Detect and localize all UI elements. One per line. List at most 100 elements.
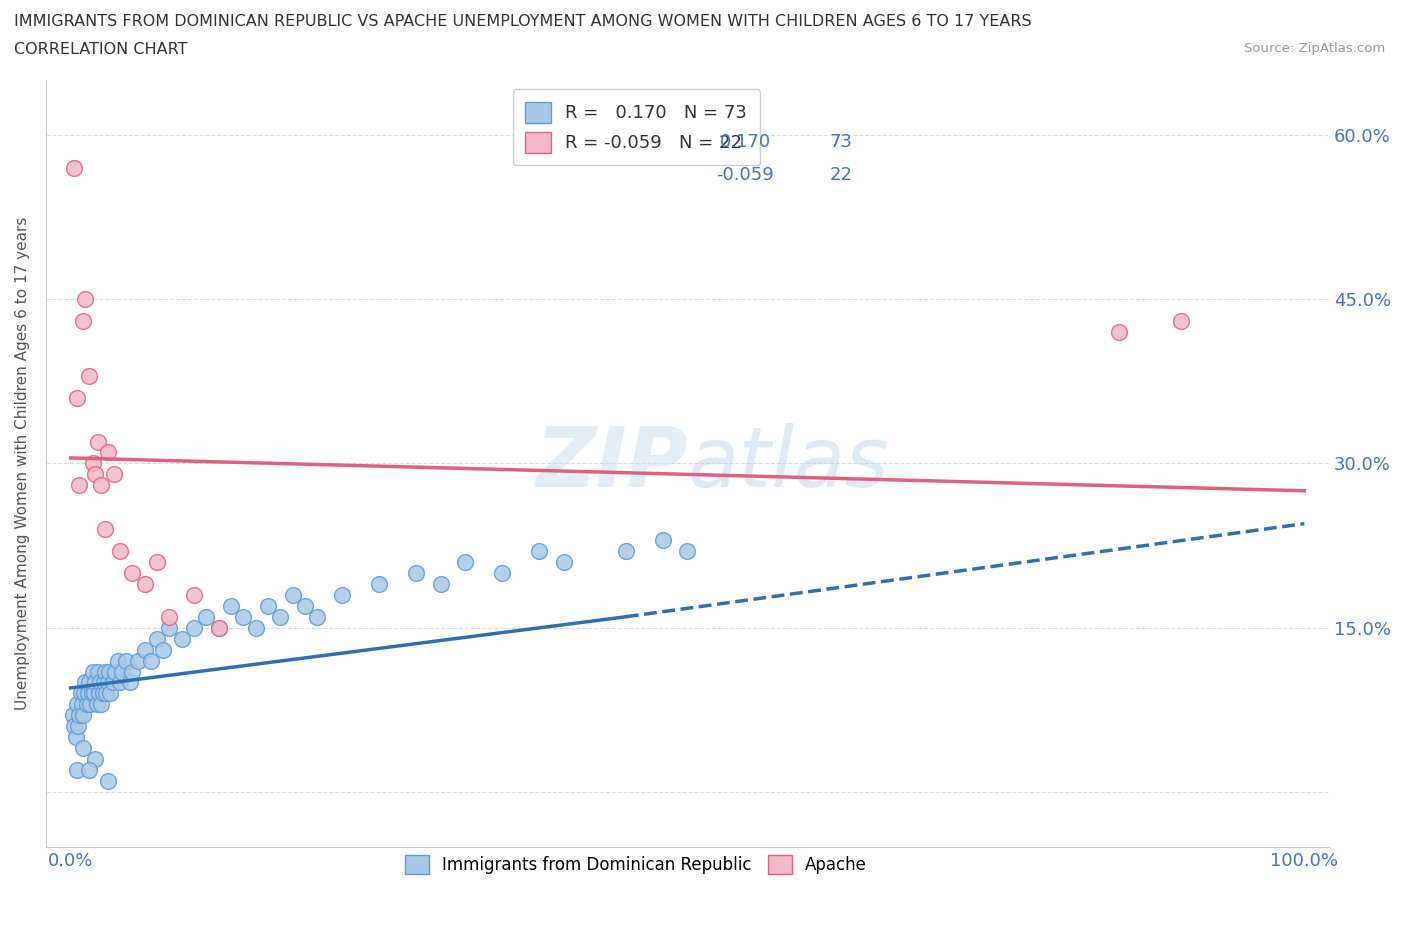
Text: IMMIGRANTS FROM DOMINICAN REPUBLIC VS APACHE UNEMPLOYMENT AMONG WOMEN WITH CHILD: IMMIGRANTS FROM DOMINICAN REPUBLIC VS AP…: [14, 14, 1032, 29]
Point: [195, 609, 218, 624]
Point: [330, 588, 353, 603]
Point: [87, 434, 110, 449]
Point: [98, 686, 121, 701]
Point: [94, 664, 117, 679]
Point: [307, 609, 329, 624]
Point: [77, 368, 100, 383]
Point: [72, 740, 94, 755]
Point: [84, 675, 107, 690]
Point: [529, 544, 551, 559]
Text: Source: ZipAtlas.com: Source: ZipAtlas.com: [1244, 42, 1385, 55]
Point: [614, 544, 637, 559]
Point: [104, 664, 127, 679]
Point: [101, 675, 124, 690]
Point: [73, 686, 96, 701]
Point: [79, 697, 101, 711]
Point: [66, 391, 89, 405]
Point: [70, 697, 93, 711]
Point: [96, 686, 118, 701]
Point: [62, 708, 84, 723]
Text: -0.059: -0.059: [716, 166, 775, 184]
Point: [134, 643, 156, 658]
Point: [77, 763, 100, 777]
Point: [72, 708, 94, 723]
Point: [429, 577, 451, 591]
Point: [108, 675, 131, 690]
Text: 22: 22: [830, 166, 852, 184]
Point: [208, 620, 231, 635]
Point: [107, 653, 129, 668]
Point: [294, 598, 316, 613]
Point: [87, 686, 110, 701]
Point: [115, 653, 138, 668]
Point: [66, 697, 89, 711]
Point: [84, 751, 107, 766]
Point: [219, 598, 242, 613]
Point: [368, 577, 391, 591]
Point: [90, 478, 112, 493]
Point: [183, 620, 205, 635]
Point: [245, 620, 267, 635]
Point: [157, 609, 180, 624]
Point: [111, 664, 134, 679]
Text: ZIP: ZIP: [534, 423, 688, 504]
Point: [257, 598, 280, 613]
Point: [67, 478, 90, 493]
Point: [80, 686, 103, 701]
Point: [65, 730, 87, 745]
Point: [84, 467, 107, 482]
Point: [97, 445, 120, 460]
Legend: Immigrants from Dominican Republic, Apache: Immigrants from Dominican Republic, Apac…: [399, 848, 873, 881]
Point: [134, 577, 156, 591]
Point: [454, 554, 477, 569]
Point: [1108, 325, 1130, 339]
Point: [139, 653, 162, 668]
Point: [1170, 313, 1192, 328]
Text: 0.170: 0.170: [720, 133, 770, 151]
Point: [75, 292, 97, 307]
Point: [63, 719, 86, 734]
Text: 73: 73: [830, 133, 852, 151]
Point: [491, 565, 513, 580]
Point: [269, 609, 291, 624]
Text: atlas: atlas: [688, 423, 889, 504]
Point: [94, 522, 117, 537]
Point: [86, 697, 108, 711]
Point: [128, 653, 150, 668]
Point: [77, 675, 100, 690]
Point: [146, 554, 169, 569]
Point: [553, 554, 575, 569]
Point: [97, 774, 120, 789]
Point: [108, 544, 131, 559]
Point: [146, 631, 169, 646]
Point: [66, 763, 89, 777]
Point: [170, 631, 193, 646]
Point: [97, 675, 120, 690]
Point: [121, 565, 143, 580]
Text: CORRELATION CHART: CORRELATION CHART: [14, 42, 187, 57]
Point: [183, 588, 205, 603]
Point: [208, 620, 231, 635]
Point: [75, 675, 97, 690]
Point: [89, 675, 111, 690]
Point: [87, 664, 110, 679]
Point: [83, 686, 105, 701]
Point: [97, 664, 120, 679]
Point: [118, 675, 141, 690]
Y-axis label: Unemployment Among Women with Children Ages 6 to 17 years: Unemployment Among Women with Children A…: [15, 217, 30, 711]
Point: [72, 313, 94, 328]
Point: [77, 686, 100, 701]
Point: [103, 467, 125, 482]
Point: [232, 609, 254, 624]
Point: [676, 544, 699, 559]
Point: [157, 620, 180, 635]
Point: [82, 456, 104, 471]
Point: [121, 664, 143, 679]
Point: [405, 565, 427, 580]
Point: [93, 675, 115, 690]
Point: [651, 533, 673, 548]
Point: [76, 697, 98, 711]
Point: [67, 708, 90, 723]
Point: [82, 664, 104, 679]
Point: [67, 719, 90, 734]
